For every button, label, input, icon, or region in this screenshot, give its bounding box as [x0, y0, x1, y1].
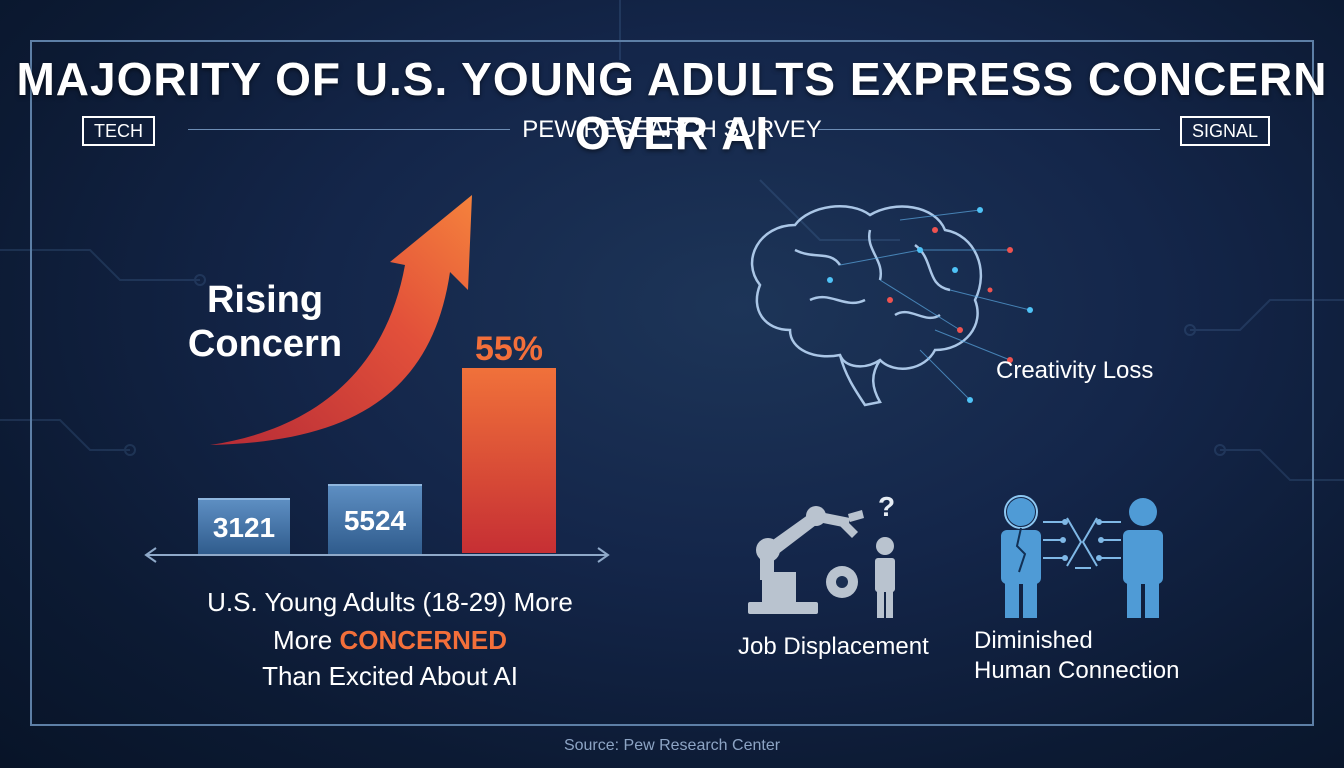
human-connection-icon	[1001, 495, 1163, 618]
bar-5524: 5524	[328, 484, 422, 555]
content-frame	[30, 40, 1314, 726]
caption-line-3: Than Excited About AI	[262, 661, 518, 691]
bar-3121-label: 3121	[212, 511, 276, 543]
bar-55-percent	[462, 368, 556, 553]
page-title: MAJORITY OF U.S. YOUNG ADULTS EXPRESS CO…	[16, 53, 1328, 159]
job-displacement-label: Job Displacement	[738, 633, 929, 660]
svg-text:?: ?	[878, 491, 895, 522]
diminished-connection-line-1: Diminished	[974, 627, 1093, 654]
robot-arm-job-icon: ?	[748, 491, 895, 618]
bar-55-percent-label: 55%	[474, 330, 544, 368]
creativity-loss-label: Creativity Loss	[996, 357, 1154, 384]
signal-tag: SIGNAL	[1180, 116, 1271, 146]
brain-network-icon	[750, 205, 1033, 407]
subtitle-divider-left	[188, 129, 510, 130]
caption-concerned-accent: CONCERNED	[339, 625, 508, 655]
subtitle-divider-right	[818, 129, 1160, 130]
caption-line-1: U.S. Young Adults (18-29) More	[207, 587, 573, 617]
subtitle: PEW RESEARCH SURVEY	[522, 116, 822, 143]
bar-5524-label: 5524	[343, 504, 407, 536]
rising-concern-label: Rising Concern	[187, 279, 343, 365]
diminished-connection-label: Diminished Human Connection	[974, 626, 1179, 686]
rising-arrow-icon	[210, 195, 472, 445]
double-arrow-axis	[144, 547, 610, 563]
bar-3121: 3121	[198, 498, 290, 555]
tech-tag: TECH	[82, 116, 155, 146]
caption-line-2: More CONCERNED	[140, 622, 640, 658]
caption-line-2-prefix: More	[272, 625, 340, 655]
source-note: Source: Pew Research Center	[563, 737, 781, 754]
diminished-connection-line-2: Human Connection	[974, 657, 1180, 684]
